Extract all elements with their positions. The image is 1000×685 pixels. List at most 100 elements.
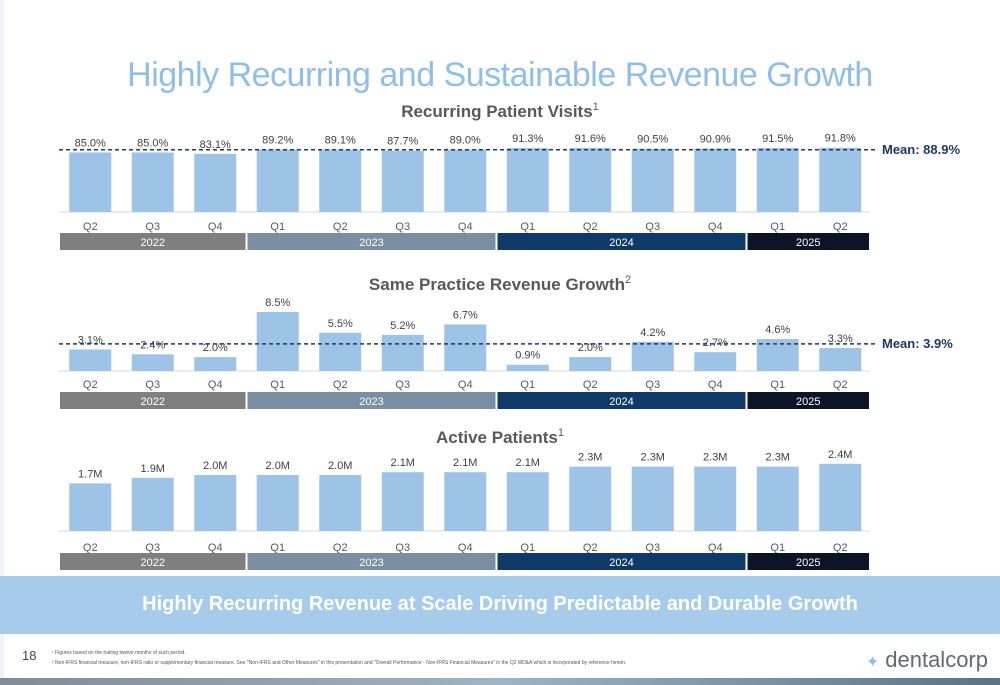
data-label-13: 91.8%: [825, 133, 856, 145]
x-tick-label-6: Q3: [395, 379, 410, 391]
x-tick-label-11: Q4: [708, 542, 723, 554]
x-tick-label-12: Q1: [770, 221, 785, 233]
x-tick-label-12: Q1: [770, 542, 785, 554]
data-label-11: 2.3M: [703, 452, 727, 464]
footnote-1: ¹ Figures based on the trailing twelve m…: [52, 650, 186, 656]
data-label-11: 90.9%: [700, 133, 731, 145]
x-tick-label-12: Q1: [770, 379, 785, 391]
bar-12: [756, 339, 799, 371]
data-label-9: 2.3M: [578, 452, 602, 464]
charts-canvas: Recurring Patient Visits1 85.0% Q2 85.0% Q3 8…: [59, 101, 960, 570]
data-label-4: 2.0M: [266, 460, 290, 472]
year-label-2025: 2025: [796, 237, 820, 249]
bar-10: [631, 148, 674, 212]
year-band-2024: [497, 392, 746, 409]
x-tick-label-9: Q2: [583, 542, 598, 554]
data-label-3: 83.1%: [200, 139, 231, 151]
bar-1: [69, 349, 112, 371]
summary-banner: [0, 576, 1000, 634]
year-band-2023: [247, 392, 496, 409]
chart-title: Active Patients1: [436, 427, 564, 447]
data-label-5: 2.0M: [328, 460, 352, 472]
data-label-2: 1.9M: [141, 463, 165, 475]
data-label-1: 85.0%: [75, 138, 106, 150]
x-tick-label-2: Q3: [145, 221, 160, 233]
bar-10: [631, 341, 674, 371]
bar-2: [131, 152, 174, 212]
year-band-2022: [60, 553, 246, 570]
bar-11: [694, 466, 737, 531]
year-band-2022: [60, 392, 246, 409]
bar-13: [819, 463, 862, 531]
data-label-6: 5.2%: [390, 320, 415, 332]
data-label-2: 85.0%: [137, 138, 168, 150]
x-tick-label-13: Q2: [833, 221, 848, 233]
bar-11: [694, 352, 737, 371]
x-tick-label-5: Q2: [333, 379, 348, 391]
bottom-decorative-strip: [0, 678, 1000, 685]
bar-4: [256, 311, 299, 371]
x-tick-label-8: Q1: [520, 379, 535, 391]
data-label-9: 91.6%: [575, 133, 606, 145]
chart-title: Same Practice Revenue Growth2: [369, 274, 631, 294]
bar-9: [569, 466, 612, 531]
data-label-7: 89.0%: [450, 135, 481, 147]
bar-2: [131, 354, 174, 371]
data-label-8: 0.9%: [515, 350, 540, 362]
summary-banner-text: Highly Recurring Revenue at Scale Drivin…: [142, 593, 858, 615]
data-label-4: 8.5%: [265, 297, 290, 309]
year-band-2022: [60, 233, 246, 250]
data-label-12: 91.5%: [762, 133, 793, 145]
year-label-2023: 2023: [359, 557, 383, 569]
bar-10: [631, 466, 674, 531]
bar-4: [256, 149, 299, 212]
data-label-8: 91.3%: [512, 133, 543, 145]
bar-7: [444, 149, 487, 212]
x-tick-label-8: Q1: [520, 221, 535, 233]
data-label-12: 2.3M: [766, 452, 790, 464]
data-label-6: 2.1M: [391, 457, 415, 469]
year-band-2024: [497, 233, 746, 250]
data-label-10: 90.5%: [637, 134, 668, 146]
data-label-1: 3.1%: [78, 334, 103, 346]
x-tick-label-1: Q2: [83, 221, 98, 233]
x-tick-label-6: Q3: [395, 221, 410, 233]
bar-9: [569, 357, 612, 371]
bar-13: [819, 147, 862, 212]
bar-8: [506, 364, 549, 371]
bar-3: [194, 357, 237, 371]
x-tick-label-2: Q3: [145, 379, 160, 391]
x-tick-label-3: Q4: [208, 221, 223, 233]
data-label-5: 89.1%: [325, 135, 356, 147]
year-band-2024: [497, 553, 746, 570]
data-label-3: 2.0%: [203, 342, 228, 354]
year-label-2022: 2022: [141, 557, 165, 569]
x-tick-label-1: Q2: [83, 542, 98, 554]
bar-12: [756, 466, 799, 531]
bar-11: [694, 148, 737, 212]
data-label-13: 2.4M: [828, 449, 852, 461]
bar-8: [506, 472, 549, 531]
x-tick-label-7: Q4: [458, 542, 473, 554]
year-band-2023: [247, 233, 496, 250]
data-label-6: 87.7%: [387, 136, 418, 148]
x-tick-label-11: Q4: [708, 379, 723, 391]
x-tick-label-3: Q4: [208, 542, 223, 554]
bar-5: [319, 149, 362, 212]
x-tick-label-4: Q1: [270, 542, 285, 554]
year-band-2023: [247, 553, 496, 570]
bar-9: [569, 147, 612, 212]
page-number: 18: [22, 648, 37, 663]
data-label-8: 2.1M: [516, 457, 540, 469]
bar-6: [381, 334, 424, 371]
year-band-2025: [747, 233, 869, 250]
x-tick-label-10: Q3: [645, 221, 660, 233]
bar-1: [69, 483, 112, 531]
bar-5: [319, 332, 362, 371]
x-tick-label-6: Q3: [395, 542, 410, 554]
x-tick-label-13: Q2: [833, 379, 848, 391]
x-tick-label-1: Q2: [83, 379, 98, 391]
mean-label: Mean: 3.9%: [882, 336, 953, 351]
bar-6: [381, 472, 424, 531]
bar-3: [194, 153, 237, 212]
